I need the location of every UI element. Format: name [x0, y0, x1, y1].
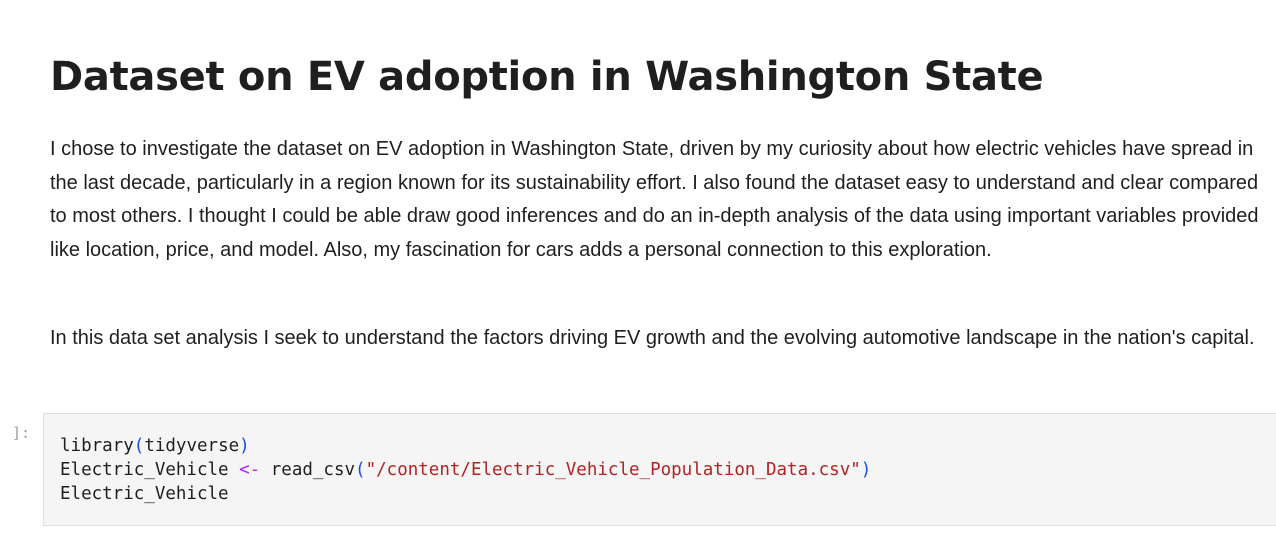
page-title: Dataset on EV adoption in Washington Sta…: [50, 54, 1044, 100]
code-cell-editor[interactable]: library(tidyverse) Electric_Vehicle <- r…: [43, 413, 1276, 526]
close-paren: ): [860, 460, 872, 480]
code-line-3: Electric_Vehicle: [60, 484, 229, 504]
variable-name: Electric_Vehicle: [60, 484, 229, 504]
function-library: library: [60, 436, 134, 456]
execution-count-prompt: ]:: [12, 424, 31, 442]
intro-paragraph: I chose to investigate the dataset on EV…: [50, 138, 1259, 261]
open-paren: (: [133, 436, 145, 456]
analysis-paragraph: In this data set analysis I seek to unde…: [50, 327, 1255, 349]
function-read-csv: read_csv: [270, 460, 356, 480]
open-paren: (: [355, 460, 366, 480]
assign-operator: <-: [239, 460, 261, 480]
argument-tidyverse: tidyverse: [144, 436, 240, 456]
code-line-1: library(tidyverse): [60, 436, 250, 456]
code-line-2: Electric_Vehicle <- read_csv("/content/E…: [60, 460, 871, 480]
code-block[interactable]: library(tidyverse) Electric_Vehicle <- r…: [60, 434, 871, 506]
close-paren: ): [239, 436, 250, 456]
variable-name: Electric_Vehicle: [60, 460, 229, 480]
csv-path-string: "/content/Electric_Vehicle_Population_Da…: [365, 460, 861, 480]
